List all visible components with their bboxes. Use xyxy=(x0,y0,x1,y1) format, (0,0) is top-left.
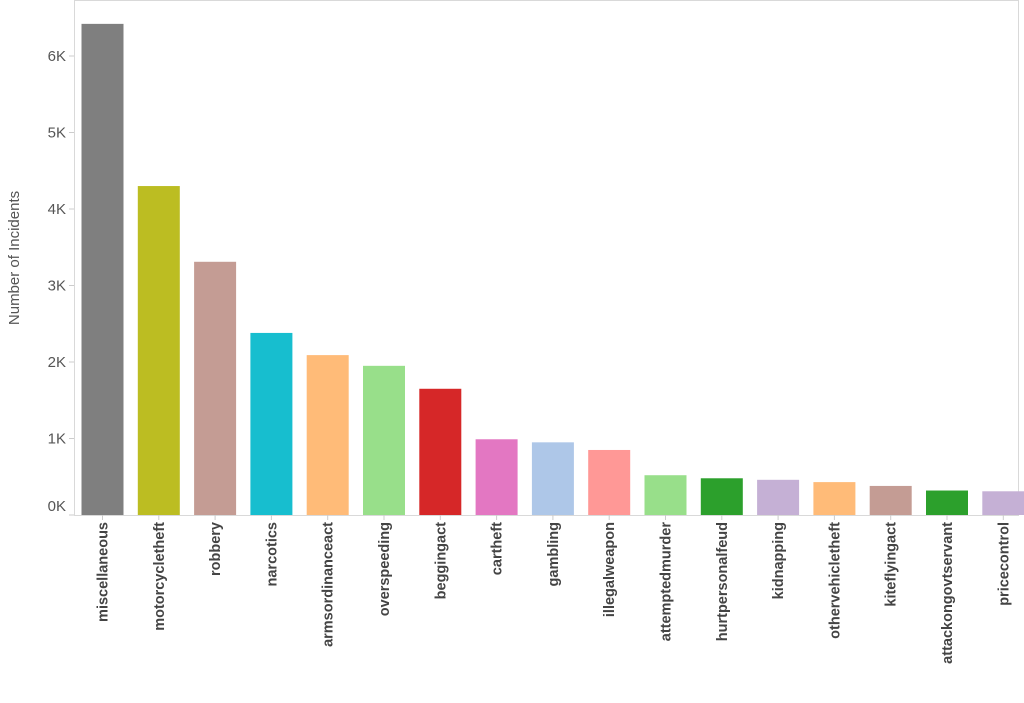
y-tick-label: 2K xyxy=(48,354,66,371)
bar-motorcycletheft[interactable] xyxy=(137,186,180,516)
x-tick-label: attackongovtservant xyxy=(940,522,956,664)
bar-attackongovtservant[interactable] xyxy=(926,490,968,515)
x-tick-label: robbery xyxy=(208,522,224,576)
y-tick-label: 0K xyxy=(48,498,66,515)
bar-armsordinanceact[interactable] xyxy=(306,355,349,515)
y-tick-label: 5K xyxy=(48,125,66,142)
bar-narcotics[interactable] xyxy=(250,332,293,515)
x-tick-label: kidnapping xyxy=(771,522,787,599)
bar-kidnapping[interactable] xyxy=(757,479,800,515)
x-tick-label: othervehicletheft xyxy=(827,522,843,639)
plot-border xyxy=(74,0,1019,516)
bar-gambling[interactable] xyxy=(531,442,574,515)
bar-overspeeding[interactable] xyxy=(363,365,405,515)
x-tick-label: cartheft xyxy=(490,522,506,575)
y-tick-label: 1K xyxy=(48,431,66,448)
x-tick-label: gambling xyxy=(546,522,562,586)
x-tick-label: illegalweapon xyxy=(602,522,618,617)
x-tick-label: armsordinanceact xyxy=(321,522,337,647)
x-tick-label: motorcycletheft xyxy=(152,522,168,631)
y-tick-label: 6K xyxy=(48,48,66,65)
bar-cartheft[interactable] xyxy=(475,439,518,515)
bar-pricecontrol[interactable] xyxy=(982,491,1024,515)
bar-beggingact[interactable] xyxy=(419,388,462,515)
bars xyxy=(81,23,1024,516)
bar-illegalweapon[interactable] xyxy=(588,449,631,515)
x-tick-label: kiteflyingact xyxy=(884,522,900,607)
bar-robbery[interactable] xyxy=(194,261,237,515)
x-tick-label: beggingact xyxy=(433,522,449,600)
y-axis-label: Number of Incidents xyxy=(6,191,23,325)
x-tick-label: miscellaneous xyxy=(96,522,112,622)
x-tick-label: overspeeding xyxy=(377,522,393,616)
y-tick-label: 4K xyxy=(48,201,66,218)
x-tick-label: hurtpersonalfeud xyxy=(715,522,731,641)
bar-othervehicletheft[interactable] xyxy=(813,482,856,515)
x-tick-label: pricecontrol xyxy=(996,522,1012,606)
x-axis: miscellaneous motorcycletheft robbery narco… xyxy=(96,515,1012,664)
bar-kiteflyingact[interactable] xyxy=(869,485,912,515)
bar-attemptedmurder[interactable] xyxy=(644,475,687,515)
y-axis: 0K 1K 2K 3K 4K 5K 6K xyxy=(48,48,74,516)
x-tick-label: narcotics xyxy=(264,522,280,586)
y-tick-label: 3K xyxy=(48,278,66,295)
bar-hurtpersonalfeud[interactable] xyxy=(700,478,743,515)
x-tick-label: attemptedmurder xyxy=(659,522,675,642)
bar-miscellaneous[interactable] xyxy=(81,23,124,516)
